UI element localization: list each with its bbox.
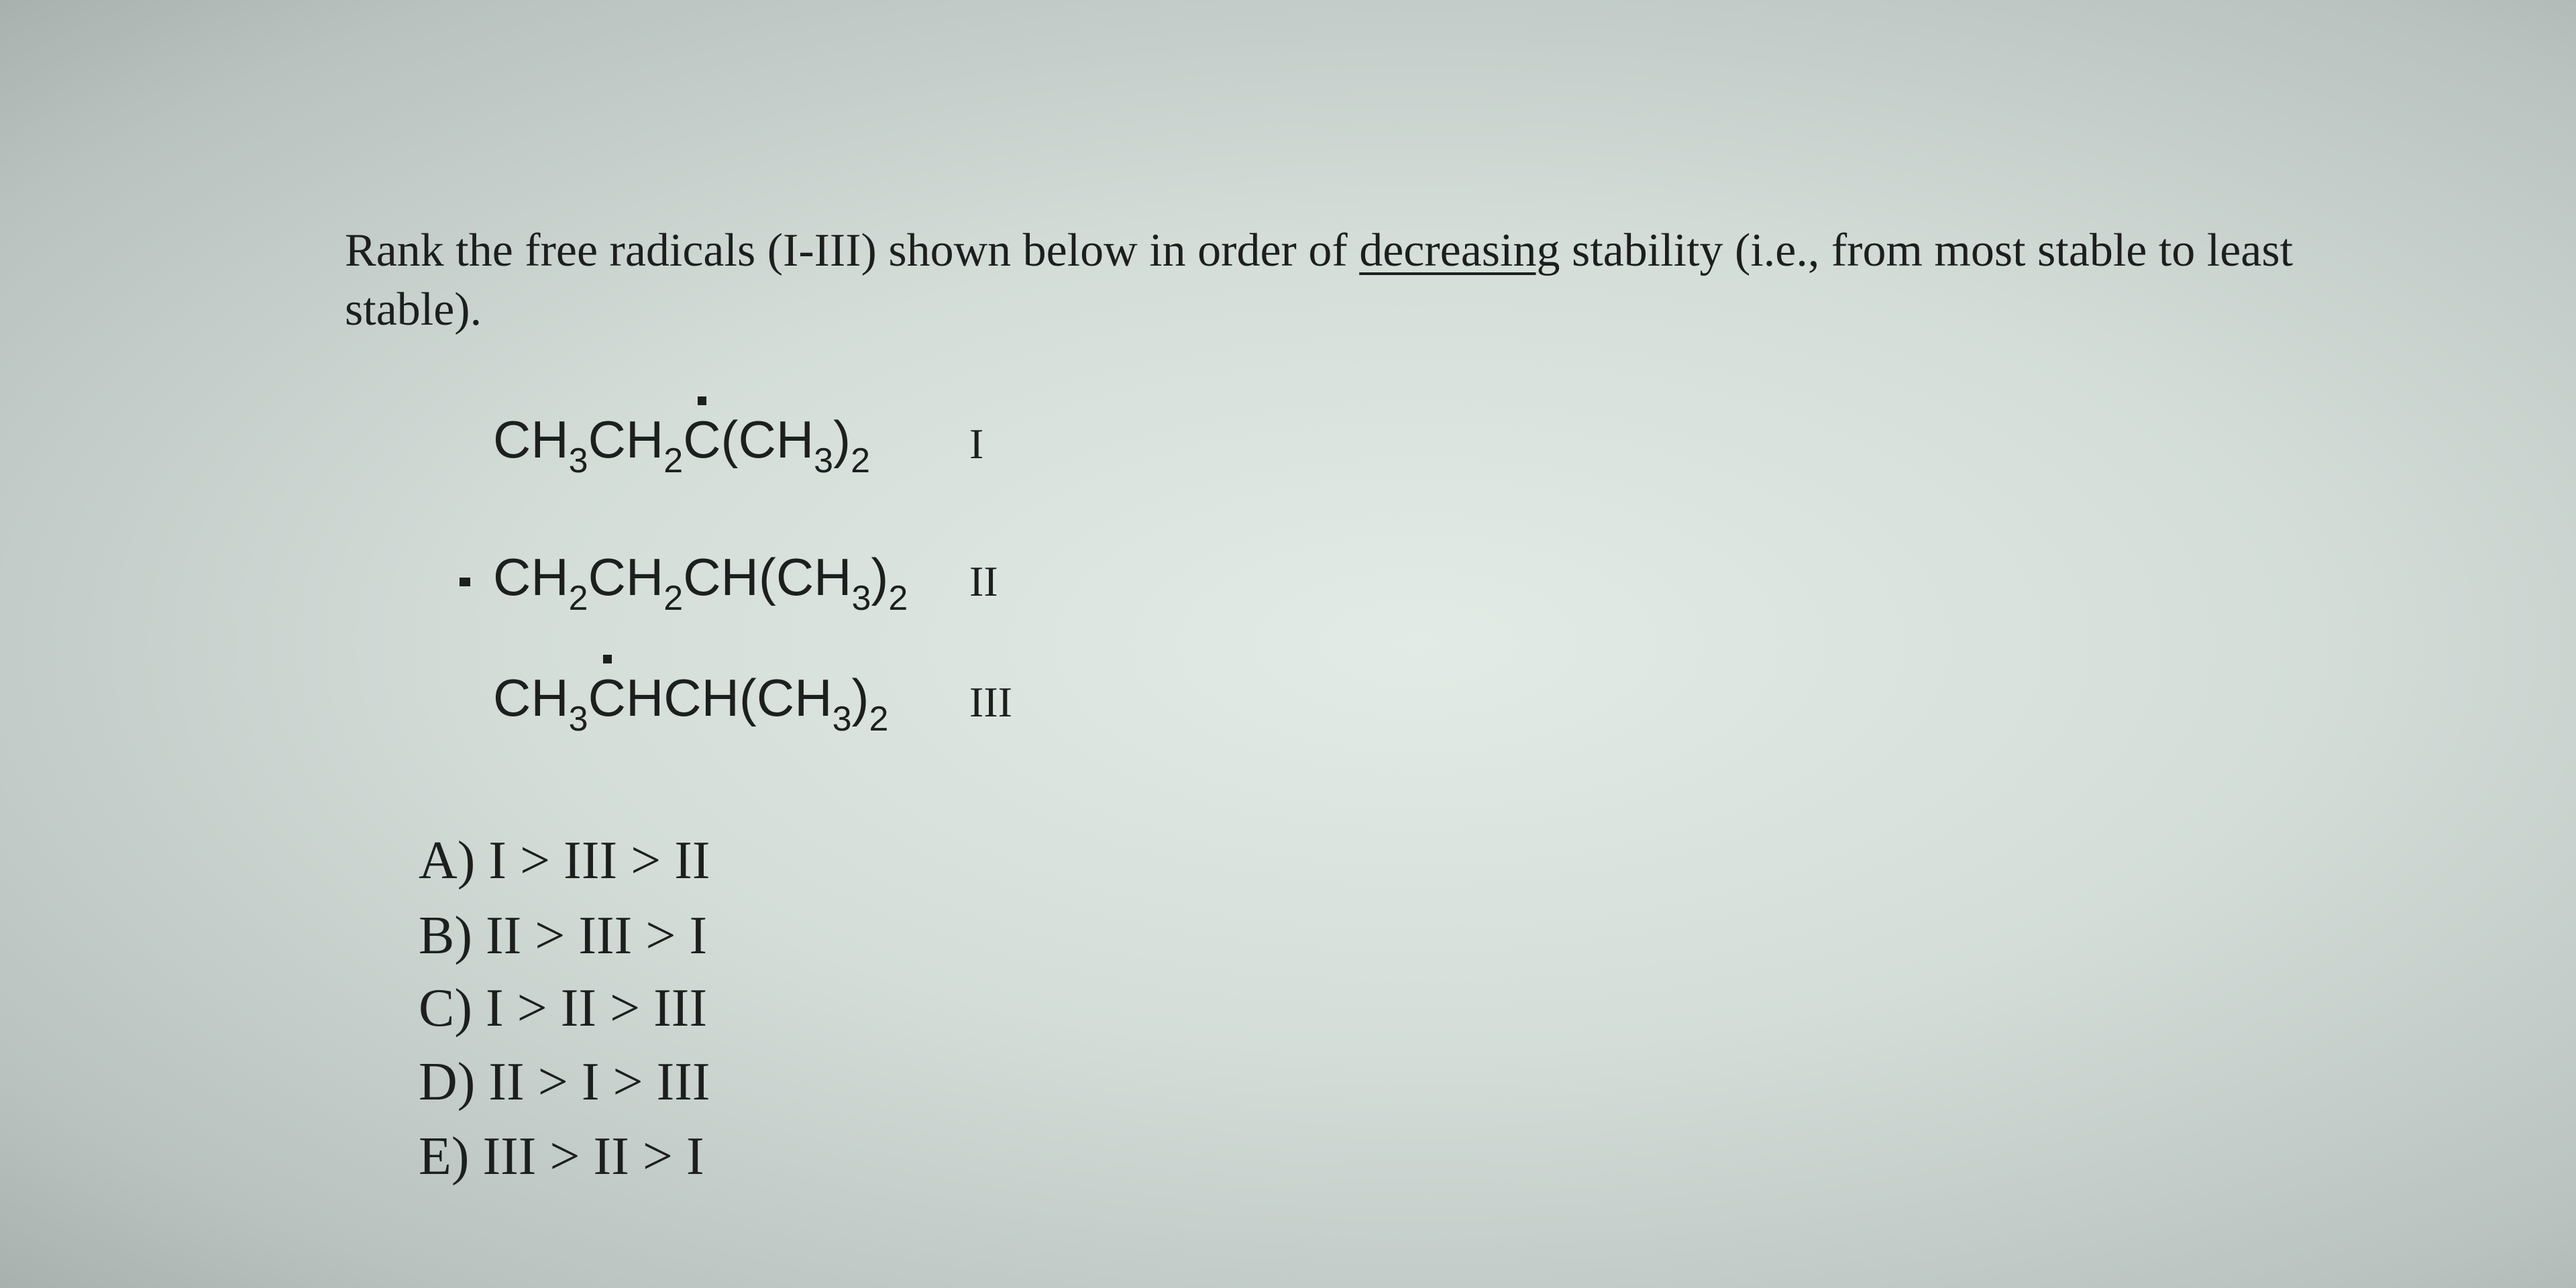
formula-part: CH [493,668,569,727]
radical-label: III [969,678,1012,726]
formula-part: CH [493,410,569,469]
formula-subscript: 3 [814,441,834,480]
formula-part: HCH(CH [625,668,833,727]
formula-subscript: 3 [832,700,852,739]
formula: CH2CH2CH(CH3)2 [460,547,908,618]
radical-center: C [683,410,721,469]
question-text: Rank the free radicals (I-III) shown bel… [345,225,1360,276]
formula-part: ) [871,547,889,606]
radical-center: C [588,668,626,727]
formula: CH3CH2C(CH3)2 [493,409,870,480]
formula-subscript: 3 [568,441,588,480]
answer-option: A) I > III > II [419,831,710,890]
formula: CH3CHCH(CH3)2 [493,667,888,739]
question-text: stability (i.e., from most stable to lea… [345,225,2294,335]
formula-subscript: 2 [568,579,588,618]
question: Rank the free radicals (I-III) shown bel… [345,221,2330,339]
radical-label: I [969,420,984,468]
question-emphasis: decreasing [1359,225,1560,276]
answer-option: B) II > III > I [419,906,708,965]
formula-part: ) [833,410,851,469]
formula-part: (CH [720,410,814,469]
formula-subscript: 2 [663,441,684,480]
formula-part: CH [588,410,664,469]
formula-subscript: 2 [851,441,870,480]
formula-part: ) [851,668,869,727]
formula-subscript: 2 [869,700,889,739]
answer-option: E) III > II > I [419,1127,704,1186]
formula-subscript: 3 [851,579,871,618]
formula-part: CH [588,547,664,606]
radical-label: II [969,557,998,605]
answer-option: D) II > I > III [419,1053,710,1112]
formula-part: CH(CH [683,547,852,606]
answer-option: C) I > II > III [419,979,708,1038]
formula-subscript: 3 [568,700,588,739]
formula-subscript: 2 [663,579,684,618]
formula-part: CH [493,547,569,606]
formula-subscript: 2 [888,579,908,618]
radical-dot [460,577,470,586]
